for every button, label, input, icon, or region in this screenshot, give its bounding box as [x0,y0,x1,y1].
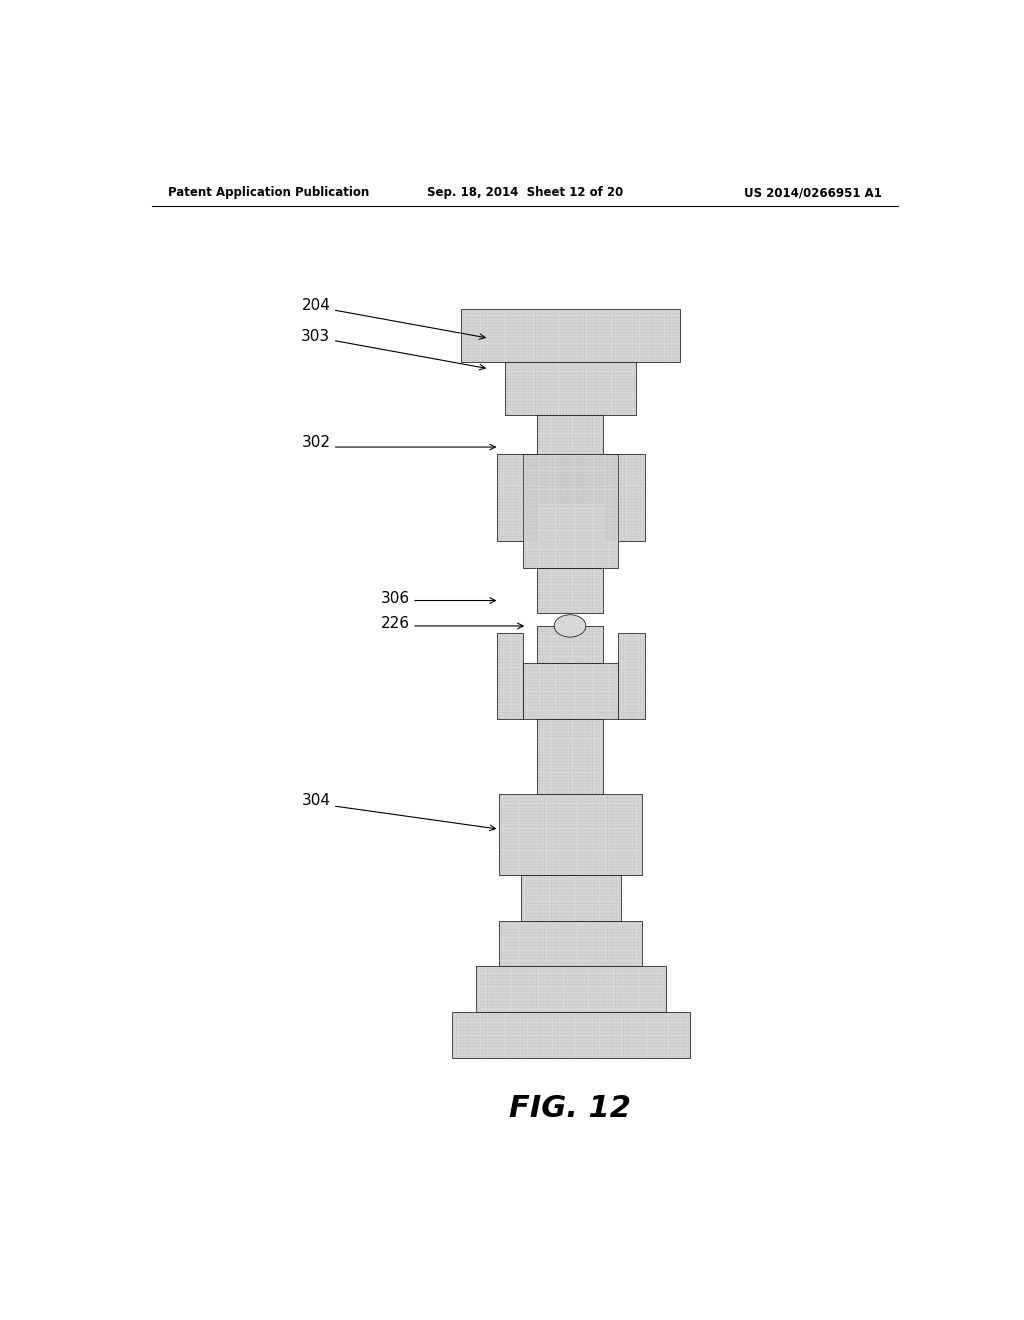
Bar [500,921,642,966]
Bar [452,1012,690,1057]
Text: US 2014/0266951 A1: US 2014/0266951 A1 [744,186,882,199]
Bar [538,719,603,793]
Bar [475,966,666,1012]
Text: 302: 302 [301,436,331,450]
Bar [521,875,621,921]
Text: 304: 304 [301,793,331,808]
Bar [538,568,603,612]
Text: Sep. 18, 2014  Sheet 12 of 20: Sep. 18, 2014 Sheet 12 of 20 [427,186,623,199]
Bar [538,414,603,504]
Text: 303: 303 [301,329,331,343]
Bar [500,793,642,875]
Text: 306: 306 [381,591,410,606]
Bar [461,309,680,362]
Text: Patent Application Publication: Patent Application Publication [168,186,369,199]
Bar [604,454,645,541]
Bar [505,362,636,414]
Text: FIG. 12: FIG. 12 [509,1094,631,1123]
Bar [618,634,645,719]
Text: 204: 204 [301,298,331,313]
Bar [497,454,538,541]
Text: 226: 226 [381,616,410,631]
Bar [538,626,603,663]
Bar [497,634,523,719]
Bar [523,454,618,568]
Ellipse shape [554,615,586,638]
Bar [523,663,618,719]
